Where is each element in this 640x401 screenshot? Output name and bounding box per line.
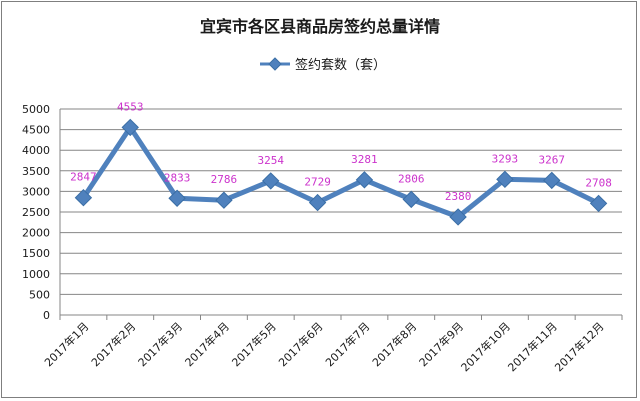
data-point-marker [589,194,608,213]
data-label: 4553 [117,100,144,113]
y-tick-label: 3000 [22,185,50,198]
x-tick-label: 2017年3月 [135,319,185,369]
data-point-marker [308,193,327,212]
x-tick-label: 2017年11月 [505,319,560,374]
x-tick-label: 2017年1月 [41,319,91,369]
x-tick-label: 2017年9月 [416,319,466,369]
x-tick-label: 2017年6月 [276,319,326,369]
legend-series-name: 签约套数（套） [295,57,386,73]
data-point-marker [496,170,514,189]
data-point-marker [449,208,467,226]
y-tick-label: 5000 [22,103,50,116]
x-tick-label: 2017年12月 [552,319,607,374]
data-point-marker [121,118,139,137]
data-label: 3267 [539,153,566,166]
x-tick-label: 2017年5月 [229,319,279,369]
chart-title: 宜宾市各区县商品房签约总量详情 [200,17,440,36]
y-tick-label: 1000 [22,268,50,281]
data-point-marker [168,189,186,207]
data-label: 3293 [492,152,519,165]
x-tick-label: 2017年7月 [322,319,372,369]
data-point-marker [355,171,374,189]
y-tick-label: 500 [29,288,50,301]
data-label: 3281 [351,153,378,166]
y-tick-label: 1500 [22,247,50,260]
x-tick-label: 2017年10月 [458,319,513,374]
x-tick-label: 2017年4月 [182,319,232,369]
plot-area: 0 500 1000 1500 2000 2500 3000 3500 4000 4500 5000… [22,100,623,374]
data-label: 2786 [211,173,238,186]
data-label: 2729 [304,176,331,189]
x-tick-label: 2017年2月 [88,319,138,369]
data-label: 2708 [585,176,612,189]
y-tick-label: 0 [43,309,50,322]
data-point-marker [215,191,233,209]
data-label: 2847 [70,171,97,184]
data-label: 2833 [164,171,191,184]
data-point-marker [262,172,280,190]
data-label: 2806 [398,172,425,185]
y-tick-label: 2500 [22,206,50,219]
series-line-contracts [81,124,600,220]
legend-diamond-marker [268,57,282,71]
data-point-marker [402,190,420,209]
y-tick-label: 4500 [22,124,50,137]
data-point-marker [74,188,93,207]
data-label: 3254 [258,154,285,167]
y-tick-label: 2000 [22,227,50,240]
data-point-marker [543,171,561,190]
x-tick-label: 2017年8月 [369,319,419,369]
y-tick-label: 4000 [22,144,50,157]
data-label: 2380 [445,190,472,203]
legend: 签约套数（套） [260,57,386,73]
y-tick-label: 3500 [22,165,50,178]
